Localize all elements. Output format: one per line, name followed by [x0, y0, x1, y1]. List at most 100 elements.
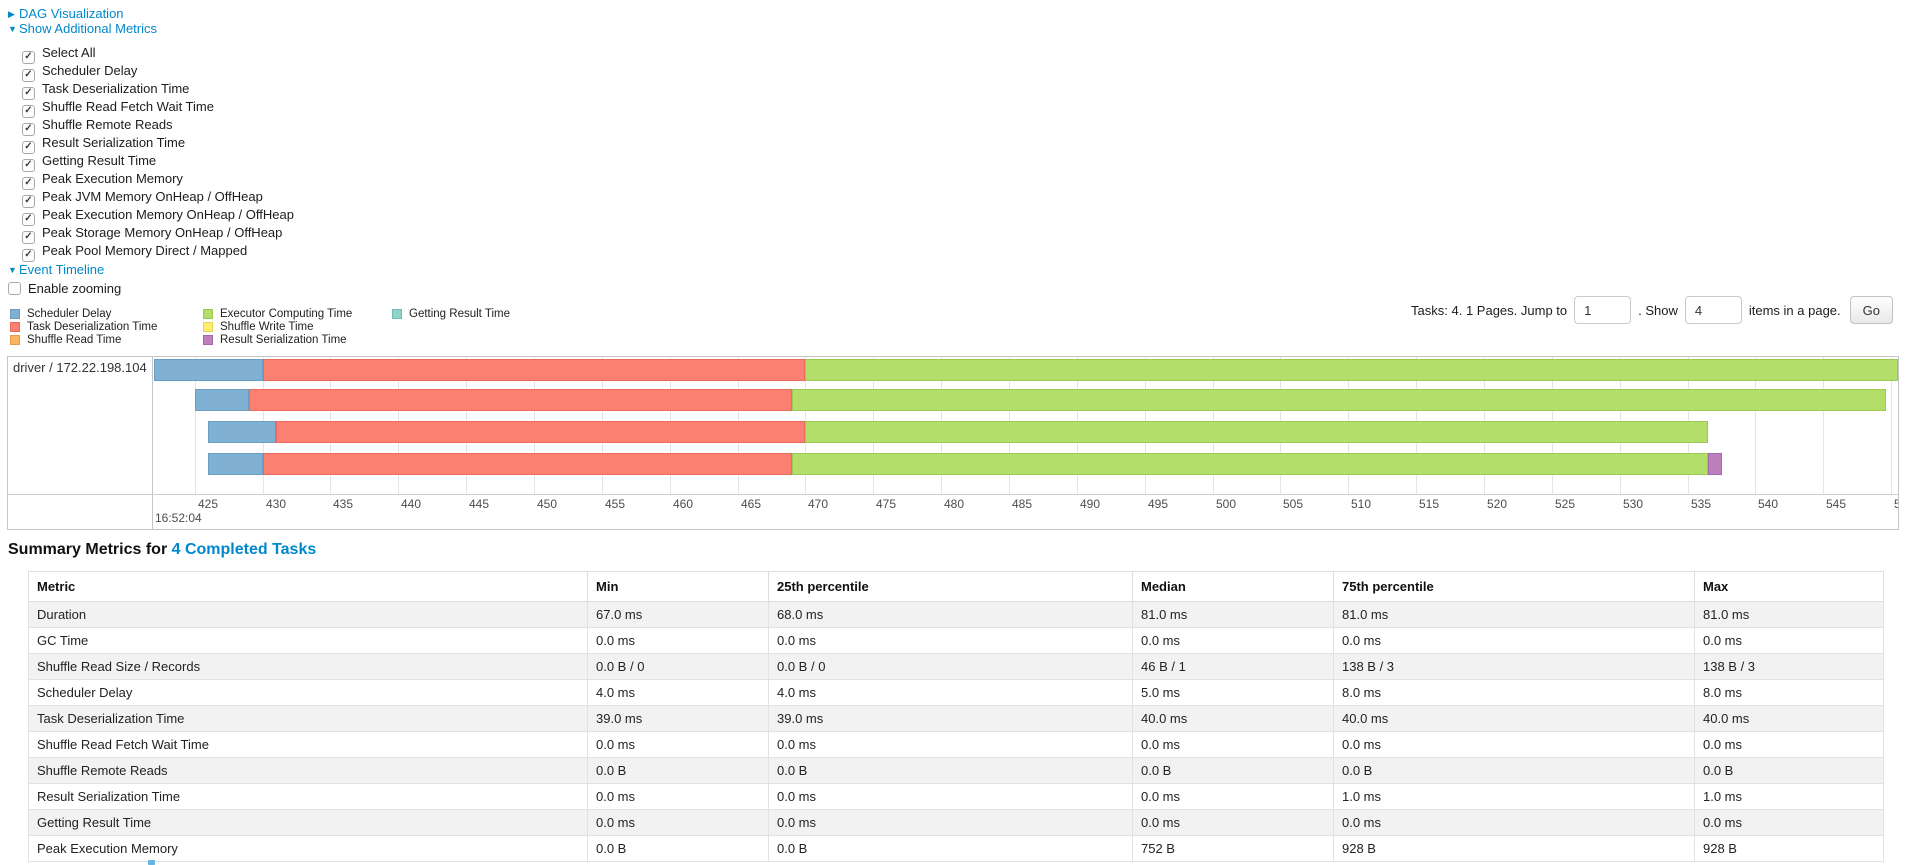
- items-per-page-label: items in a page.: [1748, 302, 1841, 318]
- metric-checkbox-label: Getting Result Time: [42, 153, 157, 168]
- metric-value-cell: 81.0 ms: [1132, 601, 1334, 628]
- metric-checkbox[interactable]: ✓: [22, 230, 35, 244]
- scheduler_delay-bar-segment[interactable]: [154, 359, 263, 381]
- timeline-legend: Scheduler Delay Task Deserialization Time…: [10, 308, 570, 348]
- metric-checkbox[interactable]: ✓: [22, 212, 35, 226]
- partial-cutoff-icon: [148, 860, 155, 865]
- column-header: 75th percentile: [1333, 571, 1695, 602]
- metric-checkbox[interactable]: ✓: [22, 248, 35, 262]
- scheduler_delay-bar-segment[interactable]: [195, 389, 249, 411]
- axis-tick-label: 510: [1351, 497, 1372, 511]
- metric-value-cell: 67.0 ms: [587, 601, 769, 628]
- axis-tick-label: 455: [605, 497, 626, 511]
- metric-value-cell: 0.0 ms: [768, 783, 1133, 810]
- legend-label: Scheduler Delay: [27, 308, 112, 320]
- metric-value-cell: 0.0 B / 0: [768, 653, 1133, 680]
- metric-value-cell: 39.0 ms: [587, 705, 769, 732]
- metric-checkbox[interactable]: ✓: [22, 86, 35, 100]
- axis-tick-label: 535: [1691, 497, 1712, 511]
- table-row: Getting Result Time 0.0 ms 0.0 ms 0.0 ms 0.0…: [28, 809, 1884, 836]
- metric-value-cell: 0.0 ms: [768, 809, 1133, 836]
- tasks-page-info: Tasks: 4. 1 Pages. Jump to: [1411, 302, 1568, 318]
- metric-value-cell: 0.0 B: [1132, 757, 1334, 784]
- metric-checkbox[interactable]: ✓: [22, 140, 35, 154]
- task_deserialization-swatch: [10, 322, 20, 332]
- go-button[interactable]: Go: [1849, 296, 1893, 324]
- metric-value-cell: 0.0 ms: [587, 783, 769, 810]
- event-timeline-link[interactable]: Event Timeline: [19, 262, 105, 277]
- axis-tick-label: 485: [1012, 497, 1033, 511]
- metric-checkbox[interactable]: ✓: [22, 104, 35, 118]
- axis-tick-label: 550: [1894, 497, 1898, 511]
- metric-value-cell: 0.0 ms: [1694, 731, 1884, 758]
- executor_computing-bar-segment[interactable]: [792, 453, 1708, 475]
- page-size-input[interactable]: [1684, 296, 1742, 324]
- metric-value-cell: 0.0 B / 0: [587, 653, 769, 680]
- result_serialization-bar-segment[interactable]: [1708, 453, 1722, 475]
- axis-tick-label: 495: [1148, 497, 1169, 511]
- metric-checkbox-label: Select All: [42, 45, 96, 60]
- metric-checkbox[interactable]: ✓: [22, 158, 35, 172]
- event-timeline-toggle[interactable]: ▼ Event Timeline: [8, 262, 294, 278]
- axis-tick-label: 520: [1487, 497, 1508, 511]
- completed-tasks-link[interactable]: 4 Completed Tasks: [171, 541, 317, 558]
- executor_computing-bar-segment[interactable]: [792, 389, 1886, 411]
- event-timeline-chart: driver / 172.22.198.104 16:52:04 425 430 4…: [7, 356, 1899, 530]
- metric-checkbox-row: ✓ Result Serialization Time: [22, 134, 294, 154]
- show-additional-metrics-toggle[interactable]: ▼ Show Additional Metrics: [8, 21, 294, 36]
- metric-checkbox[interactable]: ✓: [22, 68, 35, 82]
- metric-value-cell: 40.0 ms: [1132, 705, 1334, 732]
- axis-tick-label: 465: [741, 497, 762, 511]
- timeline-gridline: [1755, 357, 1756, 494]
- metric-checkbox[interactable]: ✓: [22, 122, 35, 136]
- metric-checkbox-list: ✓ Select All ✓ Scheduler Delay ✓ Task Deseria…: [22, 44, 294, 262]
- axis-major-label: 16:52:04: [155, 511, 202, 525]
- table-row: Result Serialization Time 0.0 ms 0.0 ms 0.0…: [28, 783, 1884, 810]
- summary-table: Metric Min 25th percentile Median 75th perce…: [28, 571, 1884, 862]
- legend-label: Executor Computing Time: [220, 308, 353, 320]
- dag-visualization-toggle[interactable]: ▶ DAG Visualization: [8, 6, 294, 21]
- metric-name-cell: Result Serialization Time: [28, 783, 588, 810]
- table-row: Task Deserialization Time 39.0 ms 39.0 ms 4…: [28, 705, 1884, 732]
- task_deserialization-bar-segment[interactable]: [263, 359, 805, 381]
- scheduler_delay-bar-segment[interactable]: [208, 453, 263, 475]
- scheduler_delay-bar-segment[interactable]: [208, 421, 276, 443]
- arrow-down-icon: ▼: [8, 265, 17, 275]
- enable-zooming-checkbox[interactable]: [8, 282, 21, 295]
- executor-group-label: driver / 172.22.198.104: [13, 360, 147, 375]
- metric-value-cell: 46 B / 1: [1132, 653, 1334, 680]
- metric-value-cell: 81.0 ms: [1333, 601, 1695, 628]
- show-label: . Show: [1638, 302, 1678, 318]
- scheduler_delay-swatch: [10, 309, 20, 319]
- result_serialization-swatch: [203, 335, 213, 345]
- table-row: Peak Execution Memory 0.0 B 0.0 B 752 B 928 …: [28, 835, 1884, 862]
- metric-value-cell: 0.0 B: [768, 835, 1133, 862]
- task_deserialization-bar-segment[interactable]: [263, 453, 792, 475]
- legend-column: Getting Result Time: [392, 308, 510, 321]
- metric-name-cell: Shuffle Remote Reads: [28, 757, 588, 784]
- arrow-right-icon: ▶: [8, 9, 15, 19]
- metric-name-cell: Task Deserialization Time: [28, 705, 588, 732]
- show-additional-metrics-link[interactable]: Show Additional Metrics: [19, 21, 158, 36]
- task_deserialization-bar-segment[interactable]: [249, 389, 792, 411]
- metric-checkbox[interactable]: ✓: [22, 194, 35, 208]
- metric-checkbox[interactable]: ✓: [22, 176, 35, 190]
- metric-checkbox[interactable]: ✓: [22, 50, 35, 64]
- metric-checkbox-label: Task Deserialization Time: [42, 81, 190, 96]
- axis-tick-label: 435: [333, 497, 354, 511]
- shuffle_write-swatch: [203, 322, 213, 332]
- metric-name-cell: Peak Execution Memory: [28, 835, 588, 862]
- arrow-down-icon: ▼: [8, 24, 17, 34]
- metric-checkbox-row: ✓ Getting Result Time: [22, 152, 294, 172]
- metric-name-cell: Shuffle Read Fetch Wait Time: [28, 731, 588, 758]
- task_deserialization-bar-segment[interactable]: [276, 421, 805, 443]
- executor_computing-bar-segment[interactable]: [805, 421, 1708, 443]
- dag-visualization-link[interactable]: DAG Visualization: [19, 6, 124, 21]
- shuffle_read-swatch: [10, 335, 20, 345]
- jump-to-page-input[interactable]: [1574, 296, 1632, 324]
- timeline-plot: 16:52:04 425 430 435 440 445 450 455 460 465 470 4…: [154, 357, 1898, 529]
- metric-checkbox-row: ✓ Scheduler Delay: [22, 62, 294, 82]
- column-header: Median: [1132, 571, 1334, 602]
- executor_computing-bar-segment[interactable]: [805, 359, 1898, 381]
- legend-label: Shuffle Write Time: [220, 321, 314, 333]
